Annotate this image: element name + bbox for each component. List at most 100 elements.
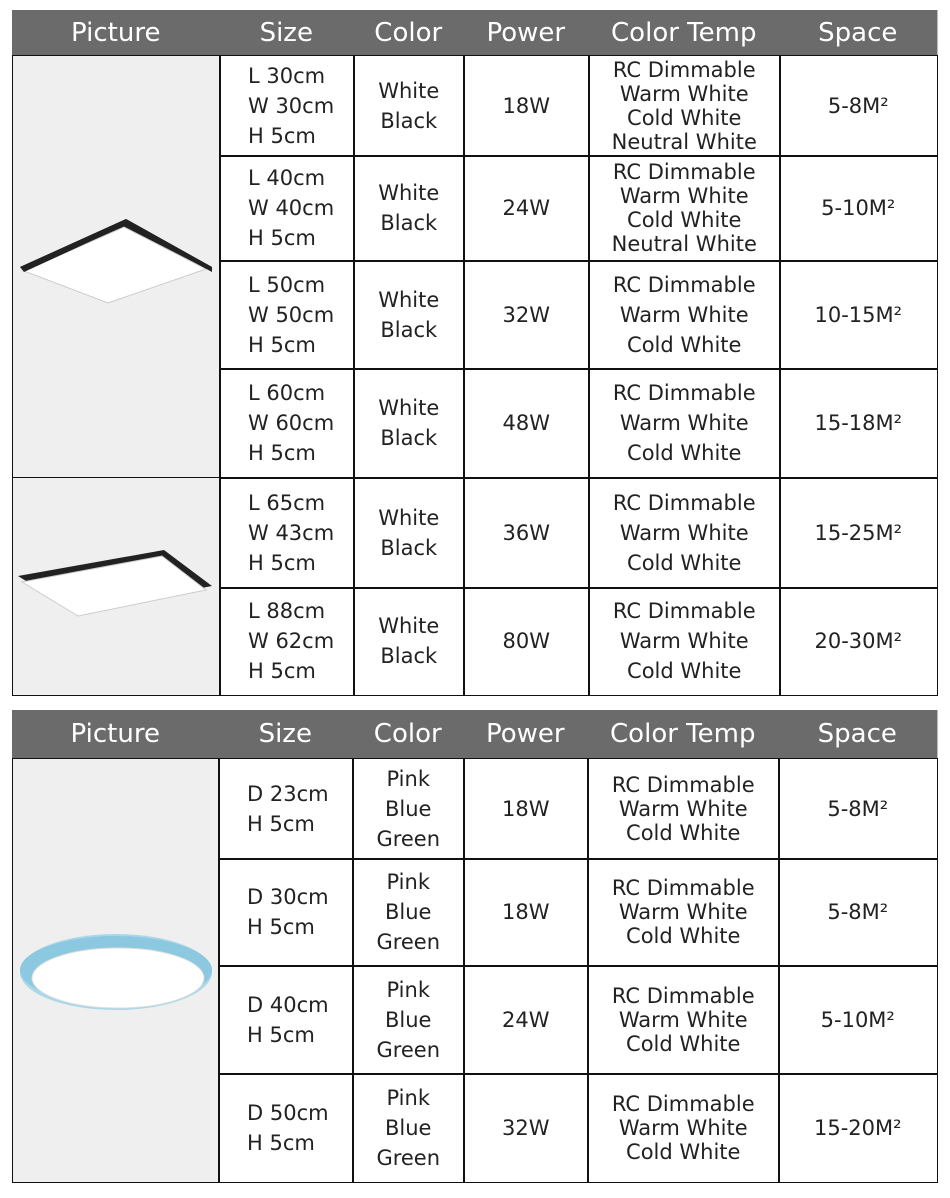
cell-text: H 5cm [248, 659, 316, 684]
lamp-image [20, 218, 213, 304]
cell-text: H 5cm [248, 332, 316, 357]
power-cell: 18W [463, 55, 590, 157]
cell-text: H 5cm [248, 226, 316, 251]
color-cell: Pink Blue Green [352, 858, 465, 967]
color-cell: White Black [353, 260, 465, 370]
power-cell: 48W [463, 368, 590, 479]
cell-text: H 5cm [247, 1022, 315, 1047]
color-cell: White Black [353, 155, 465, 262]
color_temp-cell: RC Dimmable Warm White Cold White [588, 260, 781, 370]
picture-cell [12, 477, 221, 696]
cell-text: White [378, 181, 440, 206]
cell-text: Green [376, 930, 441, 955]
color-cell: Pink Blue Green [352, 1073, 465, 1183]
size-cell: L 30cm W 30cm H 5cm [219, 55, 355, 157]
cell-text: White [378, 505, 440, 530]
cell-text: 32W [502, 302, 551, 327]
color-cell: Pink Blue Green [352, 965, 465, 1075]
header-cell: Size [218, 710, 354, 758]
cell-text: H 5cm [248, 123, 316, 148]
cell-text: White [378, 78, 440, 103]
cell-text: 15-25M² [814, 520, 903, 545]
cell-text: White [378, 287, 440, 312]
cell-text: L 50cm [248, 272, 326, 297]
header-cell: Power [463, 10, 590, 55]
cell-text: Color Temp [611, 17, 757, 48]
cell-text: Cold White [627, 208, 742, 233]
cell-text: H 5cm [247, 1130, 315, 1155]
cell-text: L 65cm [248, 490, 326, 515]
cell-text: L 30cm [248, 63, 326, 88]
cell-text: Pink [386, 977, 430, 1002]
cell-text: RC Dimmable [611, 983, 755, 1008]
cell-text: 20-30M² [814, 629, 903, 654]
cell-text: Color [374, 17, 443, 48]
cell-text: Black [380, 426, 438, 451]
cell-text: W 43cm [248, 520, 335, 545]
cell-text: Neutral White [611, 232, 757, 257]
cell-text: Space [817, 719, 897, 749]
color-cell: White Black [353, 368, 465, 479]
lamp-image [19, 934, 212, 1011]
size-cell: L 88cm W 62cm H 5cm [219, 587, 355, 696]
cell-text: 18W [502, 93, 551, 118]
cell-text: L 88cm [248, 599, 326, 624]
cell-text: H 5cm [247, 915, 315, 940]
cell-text: W 62cm [248, 629, 335, 654]
cell-text: RC Dimmable [612, 490, 756, 515]
cell-text: Warm White [619, 184, 749, 209]
cell-text: 10-15M² [814, 302, 903, 327]
cell-text: D 23cm [247, 781, 329, 806]
cell-text: H 5cm [248, 441, 316, 466]
picture-cell [12, 55, 221, 479]
cell-text: Cold White [626, 820, 741, 845]
cell-text: D 50cm [247, 1100, 329, 1125]
space-cell: 5-10M² [779, 155, 938, 262]
cell-text: Warm White [619, 411, 749, 436]
cell-text: 80W [502, 629, 551, 654]
cell-text: Black [380, 317, 438, 342]
cell-text: Power [486, 17, 566, 48]
cell-text: 18W [502, 796, 550, 821]
space-cell: 5-8M² [779, 55, 938, 157]
cell-text: W 60cm [248, 411, 335, 436]
power-cell: 18W [463, 858, 589, 967]
power-cell: 80W [463, 587, 590, 696]
cell-text: W 40cm [248, 196, 335, 221]
cell-text: L 40cm [248, 166, 326, 191]
cell-text: 5-10M² [821, 196, 896, 221]
cell-text: Cold White [627, 105, 742, 130]
cell-text: Warm White [619, 520, 749, 545]
size-cell: D 40cm H 5cm [218, 965, 354, 1075]
cell-text: D 30cm [247, 885, 329, 910]
picture-cell [12, 758, 220, 1183]
color-cell: Pink Blue Green [352, 758, 465, 860]
cell-text: 36W [502, 520, 551, 545]
cell-text: Picture [70, 719, 160, 749]
color_temp-cell: RC Dimmable Warm White Cold White [587, 758, 780, 860]
size-cell: L 65cm W 43cm H 5cm [219, 477, 355, 589]
cell-text: RC Dimmable [612, 272, 756, 297]
cell-text: L 60cm [248, 381, 326, 406]
power-cell: 32W [463, 260, 590, 370]
cell-text: Green [376, 1037, 441, 1062]
cell-text: Pink [386, 1085, 430, 1110]
lamp-image [18, 550, 213, 617]
cell-text: W 30cm [248, 93, 335, 118]
cell-text: Warm White [618, 1115, 748, 1140]
power-cell: 24W [463, 965, 589, 1075]
space-cell: 15-18M² [779, 368, 938, 479]
color_temp-cell: RC Dimmable Warm White Cold White [588, 368, 781, 479]
space-cell: 15-25M² [779, 477, 938, 589]
cell-text: Color Temp [610, 719, 756, 749]
color-cell: White Black [353, 55, 465, 157]
cell-text: 18W [502, 900, 550, 925]
cell-text: Cold White [627, 659, 742, 684]
cell-text: Green [376, 826, 441, 851]
size-cell: D 50cm H 5cm [218, 1073, 354, 1183]
cell-text: Black [380, 644, 438, 669]
color-cell: White Black [353, 477, 465, 589]
cell-text: Blue [385, 900, 432, 925]
cell-text: Blue [385, 1007, 432, 1032]
header-cell: Space [778, 710, 938, 758]
